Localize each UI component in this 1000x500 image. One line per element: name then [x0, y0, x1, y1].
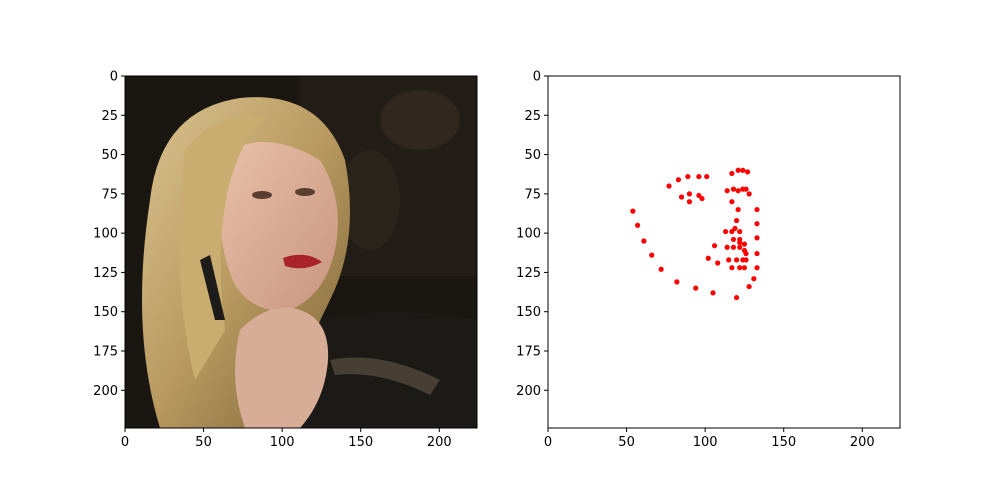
scatter-point [743, 186, 749, 192]
scatter-points [630, 167, 760, 301]
scatter-point [724, 244, 730, 250]
scatter-point [715, 260, 721, 266]
left-y-tick-label: 175 [93, 345, 118, 360]
scatter-point [696, 192, 702, 199]
scatter-point [730, 186, 737, 192]
scatter-point [686, 199, 693, 205]
right-y-tick-label: 175 [516, 345, 541, 360]
scatter-point [724, 188, 730, 194]
scatter-point [696, 173, 702, 180]
scatter-frame [547, 75, 901, 429]
left-y-axis: 0 25 50 75 100 125 150 175 200 [93, 70, 125, 399]
scatter-point [641, 238, 647, 244]
scatter-point [722, 228, 729, 235]
right-y-axis: 0 25 50 75 100 125 150 175 200 [516, 70, 548, 399]
scatter-point [754, 250, 760, 257]
scatter-point [733, 217, 740, 224]
right-y-tick-label: 200 [516, 384, 541, 399]
photo-frame [124, 75, 478, 429]
scatter-point [743, 257, 749, 263]
scatter-point [744, 169, 751, 175]
scatter-point [729, 228, 735, 235]
scatter-point [732, 225, 738, 232]
right-x-axis: 0 50 100 150 200 [544, 428, 875, 450]
scatter-point [705, 255, 711, 261]
scatter-point [741, 265, 748, 271]
scatter-point [735, 188, 741, 194]
scatter-point [699, 195, 705, 202]
scatter-point [746, 283, 752, 290]
right-y-tick-label: 75 [524, 187, 541, 202]
right-x-tick-label: 0 [544, 435, 552, 450]
scatter-point [693, 285, 699, 291]
scatter-point [737, 244, 743, 250]
left-y-tick-label: 100 [93, 227, 118, 242]
right-x-tick-label: 150 [771, 435, 796, 450]
right-y-tick-label: 125 [516, 266, 541, 281]
scatter-panel: 0 50 100 150 200 0 25 50 75 100 125 150 175 200 [516, 70, 901, 450]
scatter-point [704, 173, 710, 180]
scatter-point [726, 257, 732, 263]
scatter-point [729, 170, 735, 177]
scatter-point [678, 194, 685, 200]
scatter-point [666, 183, 672, 189]
scatter-point [740, 167, 746, 173]
scatter-point [737, 228, 743, 235]
scatter-point [751, 276, 757, 282]
right-x-tick-label: 200 [850, 435, 875, 450]
scatter-point [730, 236, 737, 243]
right-x-tick-label: 100 [693, 435, 718, 450]
left-x-tick-label: 150 [348, 435, 373, 450]
right-y-tick-label: 0 [533, 70, 541, 85]
left-x-tick-label: 0 [121, 435, 129, 450]
scatter-point [730, 244, 737, 250]
scatter-point [735, 167, 741, 173]
scatter-point [737, 265, 743, 271]
scatter-point [741, 241, 748, 247]
left-y-tick-label: 0 [110, 70, 118, 85]
right-x-tick-label: 50 [618, 435, 635, 450]
left-y-tick-label: 75 [101, 187, 118, 202]
right-y-tick-label: 25 [524, 109, 541, 124]
scatter-point [658, 266, 664, 272]
right-y-tick-label: 100 [516, 227, 541, 242]
scatter-point [735, 206, 741, 213]
scatter-point [686, 191, 693, 197]
scatter-point [754, 221, 760, 227]
face-photo-icon [125, 76, 477, 428]
scatter-point [754, 206, 760, 213]
scatter-point [733, 294, 740, 301]
left-x-tick-label: 50 [195, 435, 212, 450]
scatter-point [729, 265, 735, 271]
photo-panel: 0 50 100 150 200 0 25 50 75 100 125 150 175 200 [93, 70, 478, 450]
scatter-point [649, 252, 655, 258]
scatter-point [674, 279, 680, 285]
scatter-point [754, 265, 760, 271]
scatter-point [710, 290, 716, 296]
scatter-point [630, 208, 636, 214]
scatter-point [685, 173, 691, 180]
left-y-tick-label: 25 [101, 109, 118, 124]
left-x-tick-label: 100 [270, 435, 295, 450]
left-y-tick-label: 200 [93, 384, 118, 399]
left-x-tick-label: 200 [427, 435, 452, 450]
scatter-point [729, 199, 735, 205]
left-x-axis: 0 50 100 150 200 [121, 428, 452, 450]
scatter-point [737, 239, 743, 246]
scatter-point [711, 243, 718, 249]
left-y-tick-label: 125 [93, 266, 118, 281]
scatter-point [634, 222, 641, 228]
scatter-point [743, 250, 749, 257]
scatter-point [733, 257, 740, 263]
scatter-point [754, 235, 760, 241]
left-y-tick-label: 50 [101, 148, 118, 163]
right-y-tick-label: 50 [524, 148, 541, 163]
left-y-tick-label: 150 [93, 305, 118, 320]
right-y-tick-label: 150 [516, 305, 541, 320]
scatter-point [746, 191, 752, 197]
scatter-point [675, 177, 682, 183]
